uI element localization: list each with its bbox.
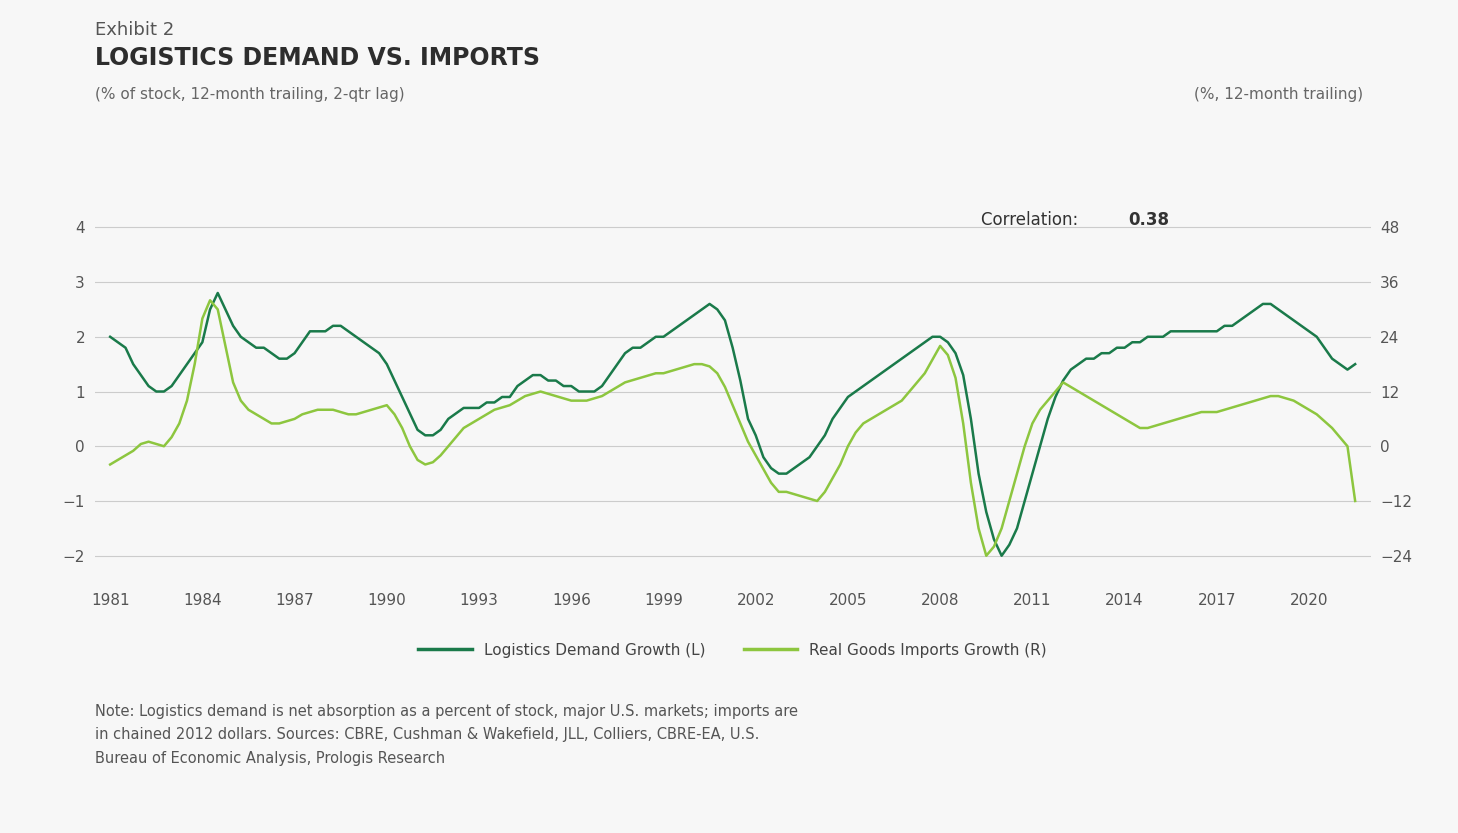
- Text: Note: Logistics demand is net absorption as a percent of stock, major U.S. marke: Note: Logistics demand is net absorption…: [95, 704, 798, 766]
- Text: (%, 12-month trailing): (%, 12-month trailing): [1194, 87, 1363, 102]
- Text: (% of stock, 12-month trailing, 2-qtr lag): (% of stock, 12-month trailing, 2-qtr la…: [95, 87, 404, 102]
- Legend: Logistics Demand Growth (L), Real Goods Imports Growth (R): Logistics Demand Growth (L), Real Goods …: [413, 636, 1053, 664]
- Text: Correlation:: Correlation:: [981, 212, 1083, 229]
- Text: LOGISTICS DEMAND VS. IMPORTS: LOGISTICS DEMAND VS. IMPORTS: [95, 46, 539, 70]
- Text: Exhibit 2: Exhibit 2: [95, 21, 174, 39]
- Text: 0.38: 0.38: [1128, 212, 1169, 229]
